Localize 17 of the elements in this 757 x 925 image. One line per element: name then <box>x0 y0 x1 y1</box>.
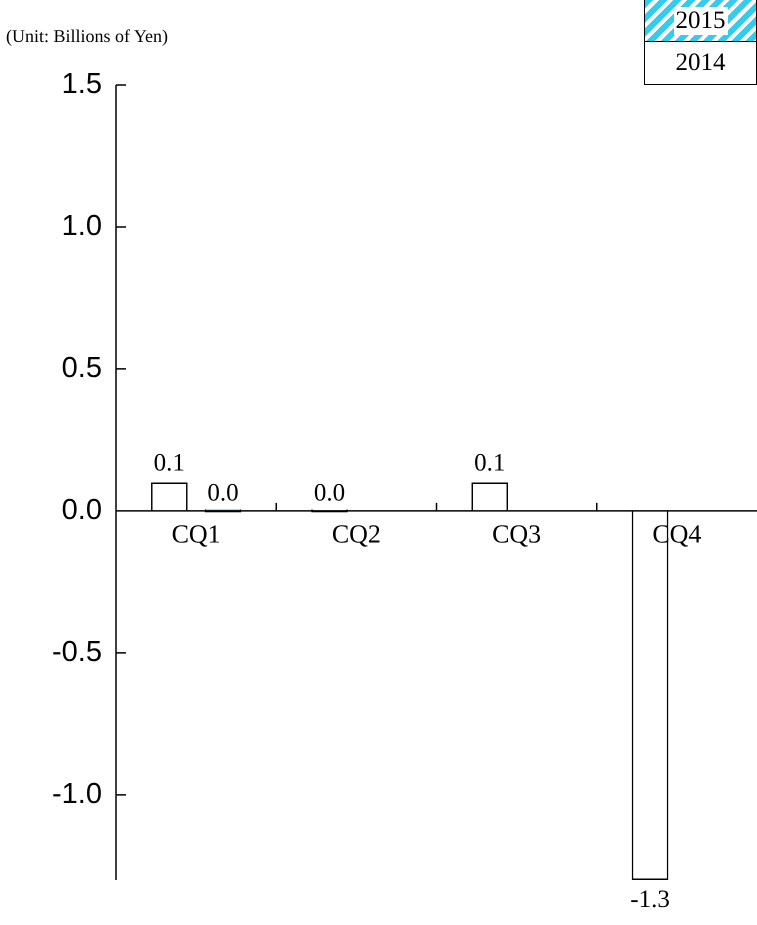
data-label: -1.3 <box>630 886 670 914</box>
y-tick-label: 0.0 <box>62 494 102 526</box>
text: (Unit: Billions of Yen) <box>6 26 168 47</box>
y-tick-label: 1.5 <box>62 68 102 100</box>
data-label: 0.1 <box>474 450 506 477</box>
data-label: 0.1 <box>154 450 185 477</box>
y-tick-label: 0.5 <box>62 352 102 384</box>
y-tick-label: -1.0 <box>52 778 102 810</box>
x-tick-label: CQ2 <box>332 520 381 549</box>
data-label: 0.0 <box>314 479 346 506</box>
x-tick-label: CQ1 <box>172 520 221 549</box>
y-tick-label: -0.5 <box>52 636 102 668</box>
data-label: 0.0 <box>207 479 239 506</box>
x-tick-label: CQ3 <box>492 520 542 549</box>
text: 2015 <box>674 6 728 34</box>
y-tick-label: 1.0 <box>62 210 102 242</box>
legend-label: 2014 <box>674 49 728 77</box>
